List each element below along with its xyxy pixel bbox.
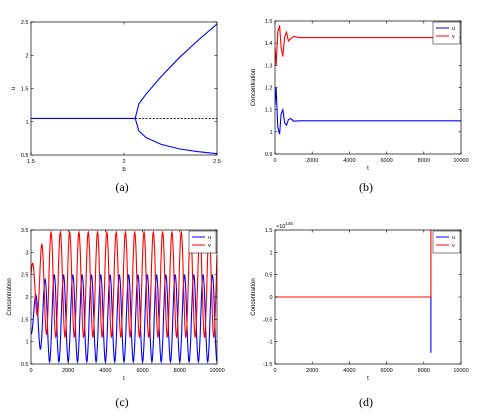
y-tick-label: 1.5 xyxy=(21,317,29,323)
x-tick-label: 8000 xyxy=(174,368,186,374)
x-tick-label: 0 xyxy=(273,368,276,374)
x-tick-label: 10000 xyxy=(453,368,468,374)
y-tick-label: 1 xyxy=(25,340,28,346)
x-tick-label: 8000 xyxy=(418,158,430,164)
x-tick-label: 1.5 xyxy=(27,159,35,165)
legend: uv xyxy=(432,230,461,254)
y-tick-label: 0.9 xyxy=(265,152,273,158)
y-axis-label: Concentration xyxy=(7,278,13,315)
series-group xyxy=(31,230,217,364)
y-tick-label: 2 xyxy=(25,295,28,301)
legend-box xyxy=(432,21,461,45)
y-tick-label: 1 xyxy=(269,130,272,136)
y-tick-label: 0.5 xyxy=(265,273,273,279)
y-exponent-label: ×10145 xyxy=(276,221,293,230)
panel-b: 0 2000 4000 6000 8000 10000 0.9 1 1.1 1.2 1.3 1.4 1.… xyxy=(251,19,469,194)
x-tick-label: 0 xyxy=(29,368,32,374)
panel-caption: (b) xyxy=(359,180,373,194)
y-tick-label: 0.5 xyxy=(21,362,29,368)
x-tick-label: 10000 xyxy=(209,368,224,374)
series-group xyxy=(275,230,432,353)
panel-a: 1.5 2 2.5 0.5 1 1.5 2 2.5 b u (a) xyxy=(11,20,221,194)
x-tick-label: 2000 xyxy=(62,368,74,374)
series-line-u xyxy=(31,274,217,364)
y-tick-label: 1.5 xyxy=(265,19,273,25)
legend: uv xyxy=(188,230,217,254)
legend-box xyxy=(188,230,217,254)
legend-label-u: u xyxy=(208,235,211,241)
series-line-v xyxy=(275,230,432,298)
y-tick-label: 3 xyxy=(25,250,28,256)
y-axis-label: u xyxy=(11,87,17,90)
x-tick-label: 0 xyxy=(273,158,276,164)
x-tick-label: 8000 xyxy=(418,368,430,374)
y-tick-label: 1.5 xyxy=(21,87,29,93)
y-tick-label: 2 xyxy=(25,53,28,59)
y-tick-label: 2.5 xyxy=(21,273,29,279)
panel-d: 0 2000 4000 6000 8000 10000 -1.5 -1 -0.5 0 0.5 1 1.5… xyxy=(251,221,469,409)
series-line-u xyxy=(275,296,432,353)
x-axis-label: b xyxy=(122,167,126,173)
y-tick-label: 0.5 xyxy=(21,153,29,159)
y-exponent-power: 145 xyxy=(285,221,293,226)
series-line-u xyxy=(275,87,461,135)
legend: uv xyxy=(432,21,461,45)
legend-label-u: u xyxy=(452,235,455,241)
y-tick-label: 1.5 xyxy=(265,228,273,234)
y-tick-label: 1 xyxy=(25,120,28,126)
x-tick-label: 2000 xyxy=(306,158,318,164)
y-tick-label: 1.4 xyxy=(265,41,273,47)
x-axis-label: t xyxy=(123,376,125,382)
y-tick-label: 1 xyxy=(269,250,272,256)
legend-label-v: v xyxy=(208,243,211,249)
series-line-2 xyxy=(134,23,217,155)
x-tick-label: 2000 xyxy=(306,368,318,374)
panel-c: 0 2000 4000 6000 8000 10000 0.5 1 1.5 2 2.5 3 3.5 t Co… xyxy=(7,228,225,409)
panel-caption: (d) xyxy=(359,395,373,409)
x-tick-label: 4000 xyxy=(343,158,355,164)
x-tick-label: 4000 xyxy=(343,368,355,374)
x-tick-label: 10000 xyxy=(453,158,468,164)
series-group xyxy=(31,23,217,155)
panel-caption: (a) xyxy=(115,180,128,194)
x-axis-label: t xyxy=(367,376,369,382)
series-line-v xyxy=(275,25,461,66)
legend-label-u: u xyxy=(452,26,455,32)
y-tick-label: 1.1 xyxy=(265,108,273,114)
x-tick-label: 6000 xyxy=(380,158,392,164)
x-tick-label: 6000 xyxy=(136,368,148,374)
y-tick-label: 3.5 xyxy=(21,228,29,234)
panel-caption: (c) xyxy=(115,395,128,409)
legend-box xyxy=(432,230,461,254)
axes-frame xyxy=(30,21,218,156)
x-axis-label: t xyxy=(367,166,369,172)
x-tick-label: 6000 xyxy=(380,368,392,374)
y-tick-label: -0.5 xyxy=(263,317,272,323)
y-tick-label: 1.3 xyxy=(265,63,273,69)
series-group xyxy=(275,25,461,135)
y-tick-label: 2.5 xyxy=(21,20,29,26)
y-axis-label: Concentration xyxy=(251,69,257,106)
x-tick-label: 2.5 xyxy=(213,159,221,165)
y-tick-label: 1.2 xyxy=(265,86,273,92)
y-axis-label: Concentration xyxy=(251,278,257,315)
x-tick-label: 4000 xyxy=(99,368,111,374)
y-tick-label: 0 xyxy=(269,295,272,301)
y-exponent-base: ×10 xyxy=(276,224,285,230)
legend-label-v: v xyxy=(452,34,455,40)
series-line-v xyxy=(31,230,217,339)
legend-label-v: v xyxy=(452,243,455,249)
y-tick-label: -1 xyxy=(268,340,273,346)
x-tick-label: 2 xyxy=(122,159,125,165)
y-tick-label: -1.5 xyxy=(263,362,272,368)
